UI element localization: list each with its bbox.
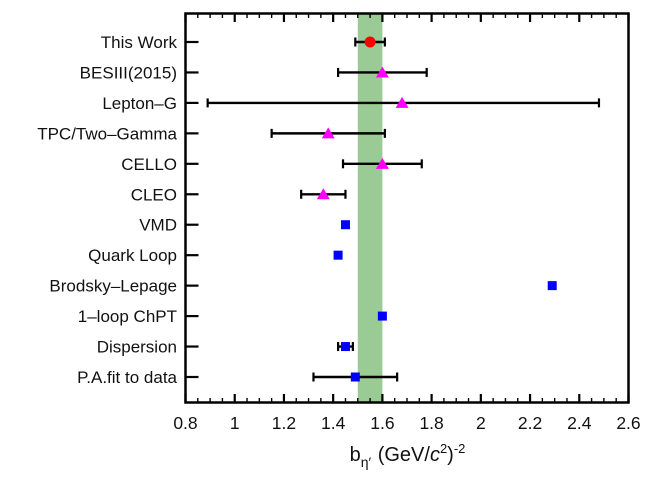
marker-triangle bbox=[375, 66, 389, 78]
x-tick-label: 1.2 bbox=[272, 413, 296, 433]
category-label: CLEO bbox=[131, 185, 177, 204]
category-label: This Work bbox=[101, 33, 178, 52]
category-label: Quark Loop bbox=[88, 246, 177, 265]
x-title-unit-open: (GeV/ bbox=[377, 444, 430, 466]
marker-circle bbox=[364, 36, 376, 48]
x-axis-title: bη′ (GeV/c2)-2 bbox=[186, 441, 629, 470]
category-label: TPC/Two–Gamma bbox=[37, 124, 177, 143]
marker-triangle bbox=[321, 127, 335, 139]
x-title-c: c bbox=[429, 444, 440, 466]
x-tick-label: 0.8 bbox=[173, 413, 197, 433]
x-tick-label: 1.6 bbox=[370, 413, 394, 433]
x-tick-label: 2 bbox=[476, 413, 486, 433]
x-title-c-exponent: 2 bbox=[439, 441, 448, 456]
marker-square bbox=[340, 220, 350, 230]
x-title-subscript: η′ bbox=[360, 454, 372, 470]
plot-frame bbox=[184, 12, 630, 404]
category-label: Lepton–G bbox=[102, 94, 177, 113]
marker-triangle bbox=[316, 188, 330, 200]
marker-square bbox=[547, 281, 557, 291]
confidence-band bbox=[357, 13, 383, 403]
marker-square bbox=[377, 311, 387, 321]
category-label: VMD bbox=[139, 216, 177, 235]
x-tick-label: 2.2 bbox=[518, 413, 542, 433]
x-tick-label: 2.6 bbox=[616, 413, 640, 433]
category-label: 1–loop ChPT bbox=[78, 307, 177, 326]
x-tick-label: 2.4 bbox=[567, 413, 592, 433]
x-title-unit-close: ) bbox=[447, 444, 454, 466]
marker-square bbox=[333, 250, 343, 260]
x-tick-label: 1 bbox=[230, 413, 240, 433]
marker-triangle bbox=[375, 157, 389, 169]
category-label: P.A.fit to data bbox=[77, 368, 177, 387]
x-title-exponent: -2 bbox=[453, 441, 466, 456]
category-label: Dispersion bbox=[97, 338, 177, 357]
marker-triangle bbox=[395, 96, 409, 108]
category-label: Brodsky–Lepage bbox=[49, 277, 177, 296]
x-title-symbol: b bbox=[349, 444, 361, 466]
x-tick-label: 1.4 bbox=[321, 413, 346, 433]
category-label: BESIII(2015) bbox=[80, 63, 177, 82]
marker-square bbox=[340, 342, 350, 352]
marker-square bbox=[350, 372, 360, 382]
x-tick-label: 1.8 bbox=[419, 413, 443, 433]
category-label: CELLO bbox=[121, 155, 177, 174]
